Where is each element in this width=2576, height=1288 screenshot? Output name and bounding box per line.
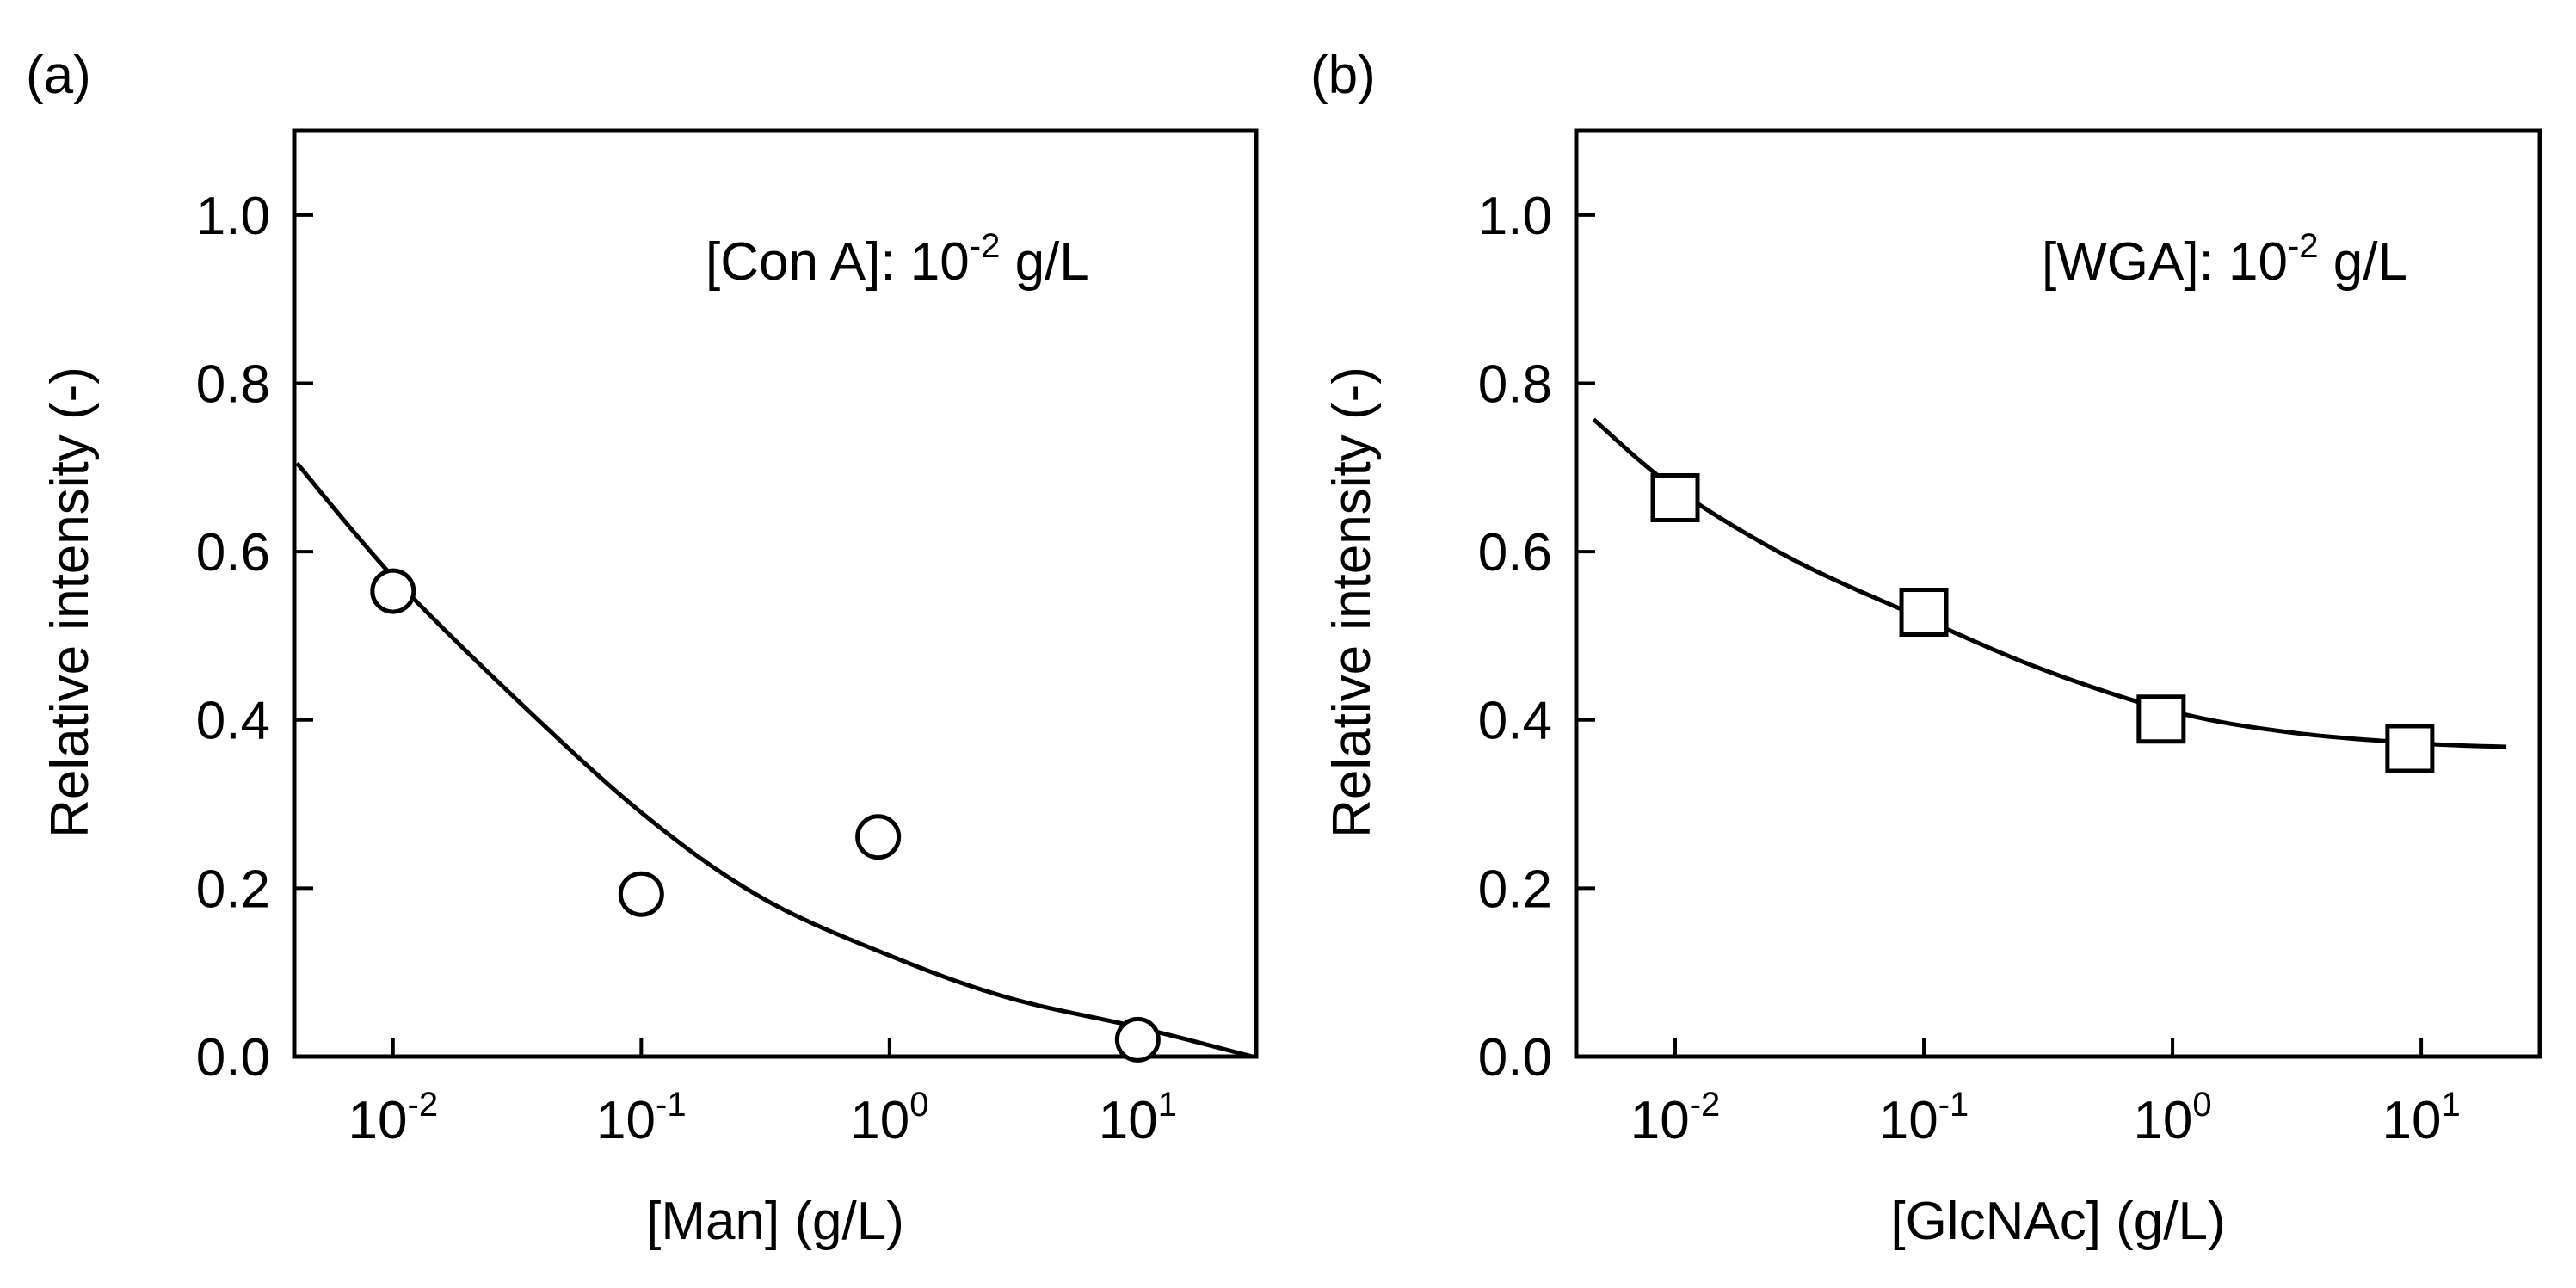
y-tick-label: 1.0: [196, 187, 270, 246]
y-tick-label: 1.0: [1478, 187, 1552, 246]
x-tick-label: 10-2: [348, 1086, 439, 1150]
x-tick-label: 101: [1099, 1086, 1177, 1150]
data-point: [618, 871, 664, 917]
x-tick-label: 10-2: [1630, 1086, 1721, 1150]
data-point: [1899, 588, 1949, 638]
x-axis-label: [GlcNAc] (g/L): [1890, 1192, 2225, 1251]
y-axis-label: Relative intensity (-): [40, 367, 100, 838]
fit-curve: [1592, 417, 2507, 749]
concentration-annotation: [Con A]: 10-2 g/L: [706, 227, 1089, 292]
data-point: [1650, 472, 1700, 522]
y-tick-label: 0.4: [196, 692, 270, 751]
y-tick-label: 0.8: [196, 354, 270, 414]
y-tick-label: 0.8: [1478, 354, 1552, 414]
y-tick-label: 0.2: [196, 860, 270, 919]
x-tick-label: 10-1: [1879, 1086, 1969, 1150]
data-point: [2385, 724, 2435, 773]
concentration-annotation: [WGA]: 10-2 g/L: [2042, 227, 2407, 292]
panel-label: (a): [26, 46, 91, 105]
data-point: [2136, 694, 2186, 744]
chart-panel-b: (b) 0.0 0.2 0.4 0.6 0.8 1.0 10-2 10-1 100 101 [GlcN…: [1310, 46, 2542, 1251]
y-tick-label: 0.6: [1478, 523, 1552, 582]
panel-label: (b): [1310, 46, 1376, 105]
y-axis-label: Relative intensity (-): [1322, 367, 1382, 838]
chart-panel-a: (a) 0.0 0.2 0.4 0.6 0.8 1.0 10-2 10-1 100 101 [Man]…: [26, 46, 1259, 1251]
x-tick-label: 101: [2382, 1086, 2460, 1150]
data-point: [855, 814, 902, 860]
data-point: [370, 568, 416, 614]
fit-curve: [295, 461, 1254, 1059]
x-tick-label: 100: [2133, 1086, 2211, 1150]
x-tick-label: 100: [850, 1086, 928, 1150]
y-tick-label: 0.2: [1478, 860, 1552, 919]
y-tick-label: 0.4: [1478, 692, 1552, 751]
plot-frame: [1574, 128, 2542, 1059]
y-tick-label: 0.0: [196, 1028, 270, 1088]
data-point: [1114, 1016, 1161, 1063]
y-tick-label: 0.0: [1478, 1028, 1552, 1088]
x-axis-label: [Man] (g/L): [646, 1192, 904, 1251]
y-tick-label: 0.6: [196, 523, 270, 582]
plot-frame: [292, 128, 1259, 1059]
x-tick-label: 10-1: [596, 1086, 687, 1150]
